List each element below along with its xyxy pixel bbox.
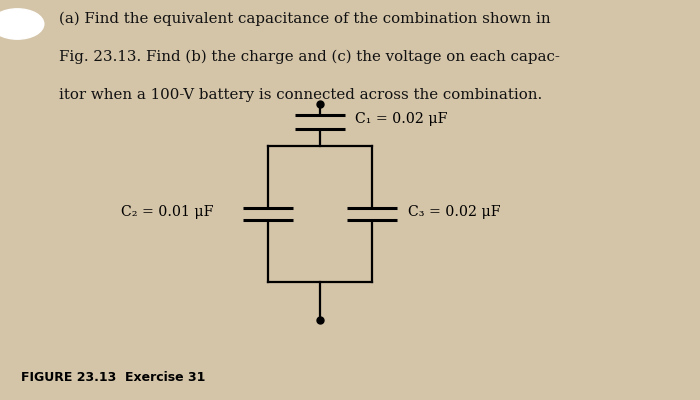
Text: itor when a 100-V battery is connected across the combination.: itor when a 100-V battery is connected a… <box>59 88 542 102</box>
Text: C₂ = 0.01 μF: C₂ = 0.01 μF <box>121 205 214 219</box>
Text: (a) Find the equivalent capacitance of the combination shown in: (a) Find the equivalent capacitance of t… <box>59 12 551 26</box>
Circle shape <box>0 9 44 39</box>
Text: FIGURE 23.13  Exercise 31: FIGURE 23.13 Exercise 31 <box>21 371 205 384</box>
Text: C₁ = 0.02 μF: C₁ = 0.02 μF <box>356 112 448 126</box>
Text: Fig. 23.13. Find (b) the charge and (c) the voltage on each capac-: Fig. 23.13. Find (b) the charge and (c) … <box>59 50 560 64</box>
Text: C₃ = 0.02 μF: C₃ = 0.02 μF <box>407 205 500 219</box>
